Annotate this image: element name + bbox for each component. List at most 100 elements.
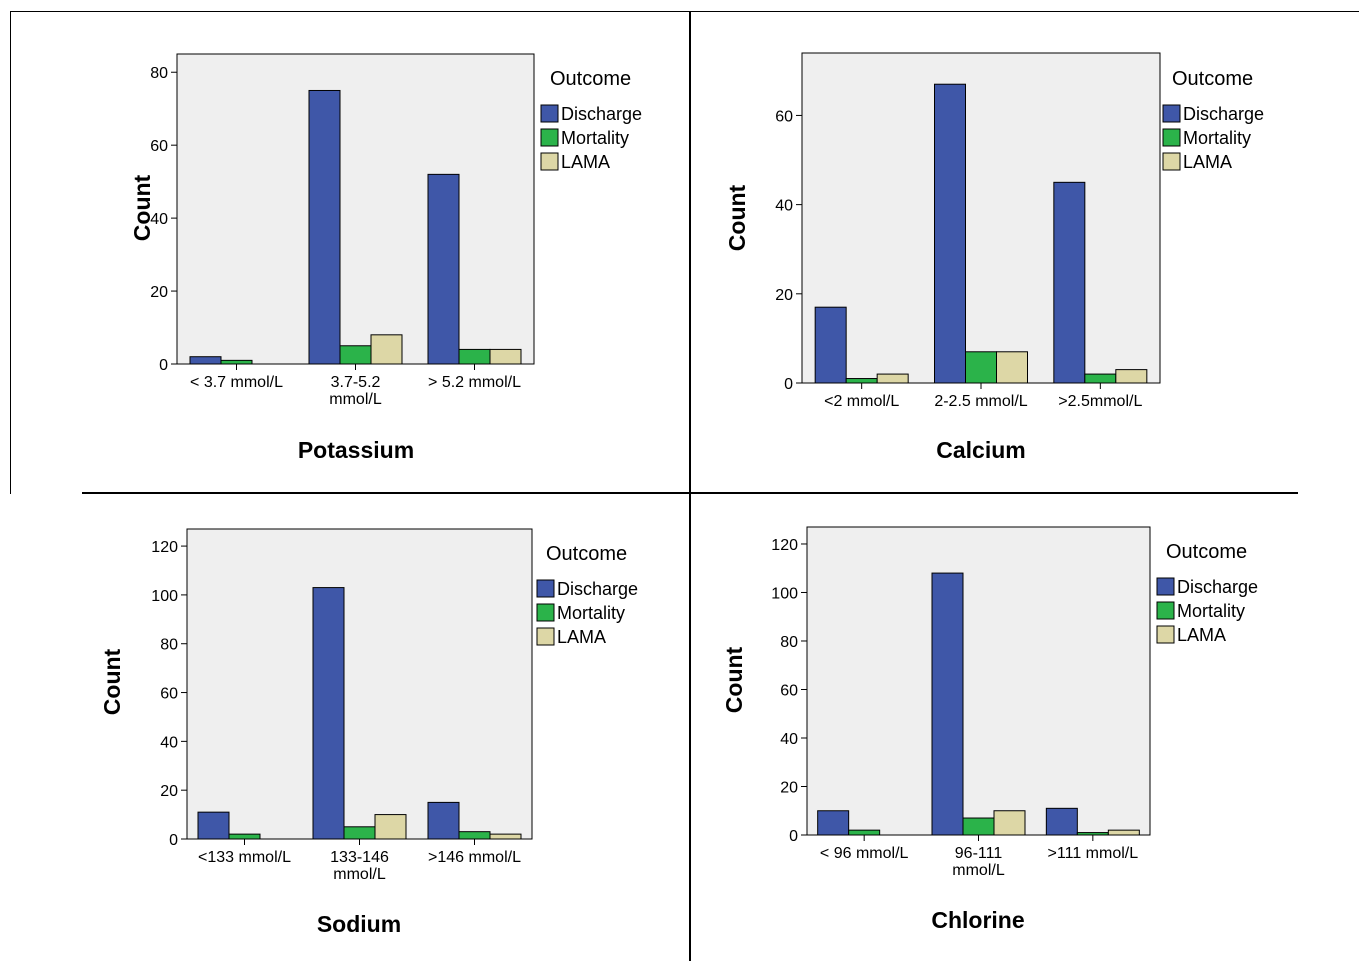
bar-lama-1 (876, 373, 909, 384)
y-tick-label: 120 (771, 537, 798, 554)
chart-panel-calcium: 0 20 40 60 <2 mmol/L 2-2.5 mmol/L >2.5mmol/L Co… (724, 52, 1264, 463)
legend-label-discharge: Discharge (1177, 577, 1258, 597)
x-category-label: >2.5mmol/L (1058, 393, 1142, 410)
bar-mortality-2 (965, 351, 997, 384)
legend-title: Outcome (1172, 68, 1253, 90)
legend-label-lama: LAMA (1183, 152, 1232, 172)
legend-swatch-lama (1162, 152, 1181, 171)
x-category-label: > 5.2 mmol/L (428, 374, 521, 391)
x-category-label: 2-2.5 mmol/L (934, 393, 1027, 410)
legend-label-lama: LAMA (557, 627, 606, 647)
legend-label-mortality: Mortality (561, 128, 629, 148)
y-axis-title: Count (721, 646, 747, 713)
x-axis-title: Sodium (317, 911, 401, 937)
y-tick-label: 40 (775, 198, 793, 215)
chart-calcium: 0 20 40 60 <2 mmol/L 2-2.5 mmol/L >2.5mmol/L Co… (724, 52, 1264, 463)
frame-left-line (10, 11, 11, 494)
y-tick-label: 0 (789, 828, 798, 845)
legend-swatch-lama (1156, 625, 1175, 644)
bar-lama-2 (993, 810, 1026, 836)
plot-area (186, 528, 533, 840)
legend-swatch-discharge (540, 104, 559, 123)
chart-panel-potassium: 0 20 40 60 80 < 3.7 mmol/L 3.7-5.2 mmol/L > 5.2 … (0, 0, 690, 492)
bar-discharge-3 (1053, 181, 1086, 384)
bar-lama-3 (1115, 369, 1148, 384)
y-tick-label: 40 (150, 211, 168, 228)
legend-label-discharge: Discharge (1183, 104, 1264, 124)
y-tick-label: 20 (160, 783, 178, 800)
chart-panel-sodium: 0 20 40 60 80 100 120 <133 mmol/L 133-146 mmol/L >… (99, 528, 638, 937)
legend-swatch-discharge (536, 579, 555, 598)
x-axis-title: Calcium (936, 437, 1025, 463)
legend-swatch-mortality (1156, 601, 1175, 620)
y-tick-label: 20 (775, 287, 793, 304)
legend-swatch-mortality (540, 128, 559, 147)
legend-label-mortality: Mortality (1177, 601, 1245, 621)
y-tick-label: 80 (780, 634, 798, 651)
bar-discharge-2 (934, 83, 966, 384)
bar-discharge-2 (312, 587, 345, 840)
plot-area (801, 52, 1161, 384)
bar-mortality-3 (1076, 832, 1109, 836)
bar-lama-2 (370, 334, 403, 365)
x-axis-title: Chlorine (931, 907, 1024, 933)
legend-swatch-lama (536, 627, 555, 646)
y-tick-label: 60 (160, 686, 178, 703)
legend-label-lama: LAMA (1177, 625, 1226, 645)
y-axis-title: Count (129, 174, 155, 241)
bar-lama-2 (374, 814, 407, 840)
y-tick-label: 20 (150, 284, 168, 301)
y-tick-label: 80 (160, 637, 178, 654)
legend-swatch-lama (540, 152, 559, 171)
plot-area (176, 53, 535, 365)
y-axis-title: Count (99, 648, 125, 715)
bar-discharge-1 (814, 306, 847, 384)
x-category-label: >111 mmol/L (1048, 845, 1139, 862)
bar-discharge-2 (931, 572, 964, 836)
chart-sodium: 0 20 40 60 80 100 120 <133 mmol/L 133-146 mmol/L >… (99, 528, 638, 937)
y-tick-label: 80 (150, 65, 168, 82)
y-tick-label: 0 (159, 357, 168, 374)
y-tick-label: 40 (780, 731, 798, 748)
legend-swatch-mortality (1162, 128, 1181, 147)
legend-title: Outcome (546, 543, 627, 565)
bar-discharge-2 (308, 89, 341, 365)
x-axis-title: Potassium (298, 437, 414, 463)
chart-potassium: 0 20 40 60 80 < 3.7 mmol/L 3.7-5.2 mmol/L > 5.2 … (129, 53, 642, 463)
y-tick-label: 60 (780, 682, 798, 699)
plot-area (806, 526, 1151, 836)
y-tick-label: 100 (771, 585, 798, 602)
x-category-label: 133-146 mmol/L (330, 849, 389, 883)
y-tick-label: 40 (160, 734, 178, 751)
bar-discharge-3 (427, 173, 460, 365)
x-category-label: 3.7-5.2 mmol/L (329, 374, 382, 408)
y-tick-label: 0 (784, 376, 793, 393)
legend-title: Outcome (1166, 541, 1247, 563)
horizontal-divider (82, 492, 1298, 494)
legend-label-discharge: Discharge (557, 579, 638, 599)
legend-label-mortality: Mortality (1183, 128, 1251, 148)
bar-discharge-3 (427, 801, 460, 840)
bar-mortality-2 (962, 817, 995, 836)
legend-swatch-discharge (1156, 577, 1175, 596)
y-tick-label: 60 (775, 108, 793, 125)
x-category-label: 96-111 mmol/L (952, 845, 1005, 879)
x-category-label: <2 mmol/L (824, 393, 899, 410)
bar-discharge-1 (817, 810, 850, 836)
legend-label-lama: LAMA (561, 152, 610, 172)
frame-top-line (10, 11, 1359, 12)
bar-mortality-1 (848, 829, 881, 836)
y-tick-label: 120 (151, 539, 178, 556)
bar-lama-2 (996, 351, 1028, 384)
bar-lama-3 (489, 348, 522, 365)
y-tick-label: 100 (151, 588, 178, 605)
bar-lama-3 (489, 833, 522, 840)
legend-swatch-mortality (536, 603, 555, 622)
y-axis-title: Count (724, 184, 750, 251)
bar-lama-3 (1107, 829, 1140, 836)
y-tick-label: 60 (150, 138, 168, 155)
x-category-label: < 3.7 mmol/L (190, 374, 283, 391)
